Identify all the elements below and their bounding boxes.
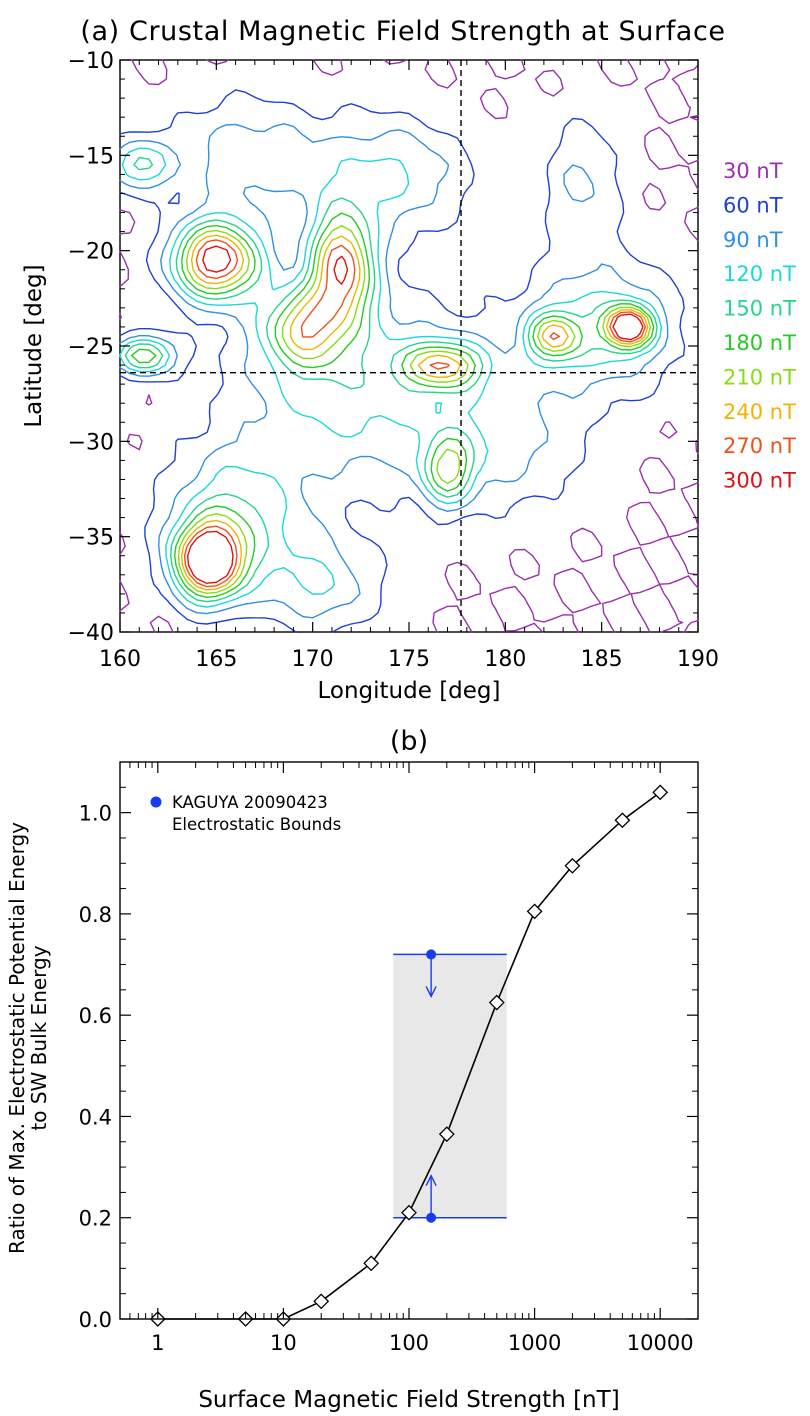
- panel-b-legend: KAGUYA 20090423 Electrostatic Bounds: [150, 793, 341, 834]
- data-point: [614, 812, 631, 829]
- panel-b-ticks: 1 10 100 1000 10000 0.0 0.2 0.4 0.6 0.8 1.0: [79, 762, 699, 1355]
- legend-level-3: 120 nT: [723, 262, 796, 286]
- legend-level-2: 90 nT: [723, 228, 783, 252]
- x-tick-label: 190: [677, 647, 719, 672]
- contour-level-6: [177, 225, 652, 594]
- panel-a-x-axis-label: Longitude [deg]: [317, 678, 500, 704]
- y-tick-label: −15: [68, 144, 114, 169]
- data-point: [401, 1204, 417, 1221]
- data-point: [438, 1126, 455, 1143]
- contour-level-3: [119, 147, 662, 608]
- contour-level-1: [119, 89, 686, 633]
- bound-upper-arrowhead: [425, 986, 437, 998]
- x-tick-label: 175: [388, 647, 430, 672]
- panel-b-x-axis-label: Surface Magnetic Field Strength [nT]: [198, 1387, 619, 1413]
- panel-b: (b) 1 10 100 1000 10000 0.0 0.2 0.4 0.6 0.8 1.0 KA…: [5, 726, 699, 1413]
- y-tick-label: 1.0: [79, 802, 112, 826]
- x-tick-label: 180: [484, 647, 526, 672]
- panel-b-title: (b): [390, 726, 428, 757]
- data-point: [363, 1255, 380, 1272]
- x-tick-label: 160: [99, 647, 141, 672]
- legend-level-6: 210 nT: [723, 365, 796, 389]
- data-point: [652, 784, 669, 801]
- legend-marker: [150, 796, 162, 808]
- y-tick-label: −25: [68, 335, 114, 360]
- contour-level-4: [124, 156, 658, 603]
- y-tick-label: −30: [68, 430, 114, 455]
- contour-level-9: [187, 245, 644, 584]
- x-tick-label: 1000: [508, 1331, 561, 1355]
- legend-level-4: 150 nT: [723, 297, 796, 321]
- bounds-shaded-region: [393, 954, 507, 1218]
- contour-level-7: [180, 234, 649, 591]
- y-tick-label: −20: [68, 240, 114, 265]
- legend-level-9: 300 nT: [723, 469, 796, 493]
- x-tick-label: 185: [581, 647, 623, 672]
- ratio-markers: [149, 784, 669, 1327]
- panel-b-y-axis-label-line-1: Ratio of Max. Electrostatic Potential En…: [5, 822, 29, 1254]
- y-tick-label: 0.4: [79, 1105, 112, 1129]
- x-tick-label: 165: [195, 647, 237, 672]
- contour-lines: [119, 59, 699, 633]
- panel-a-title: (a) Crustal Magnetic Field Strength at S…: [80, 16, 725, 47]
- data-point: [313, 1293, 330, 1310]
- bound-lower-arrowhead: [425, 1174, 437, 1187]
- legend-line-2: Electrostatic Bounds: [172, 815, 341, 834]
- data-point: [526, 903, 543, 920]
- x-tick-label: 170: [292, 647, 334, 672]
- contour-legend: 30 nT 60 nT 90 nT 120 nT 150 nT 180 nT 210 nT 2…: [723, 159, 796, 493]
- panel-a-y-axis-label: Latitude [deg]: [21, 264, 47, 427]
- x-tick-label: 100: [389, 1331, 429, 1355]
- y-tick-label: 0.2: [79, 1207, 112, 1231]
- y-tick-label: 0.6: [79, 1004, 112, 1028]
- y-tick-label: 0.0: [79, 1308, 112, 1332]
- x-tick-label: 1: [151, 1331, 164, 1355]
- data-point: [564, 857, 581, 874]
- y-tick-label: 0.8: [79, 903, 112, 927]
- crosshair: [120, 60, 698, 632]
- electrostatic-bounds: [393, 949, 507, 1223]
- contour-level-8: [183, 239, 646, 588]
- legend-line-1: KAGUYA 20090423: [172, 793, 328, 812]
- y-tick-label: −35: [68, 526, 114, 551]
- panel-b-y-axis-label-line-2: to SW Bulk Energy: [27, 945, 51, 1130]
- legend-level-0: 30 nT: [723, 159, 783, 183]
- panel-a: (a) Crustal Magnetic Field Strength at S…: [21, 16, 796, 704]
- y-tick-label: −10: [68, 49, 114, 74]
- legend-level-1: 60 nT: [723, 193, 783, 217]
- contour-level-2: [119, 123, 669, 619]
- y-tick-label: −40: [68, 621, 114, 646]
- legend-level-8: 270 nT: [723, 434, 796, 458]
- data-point: [488, 994, 505, 1011]
- x-tick-label: 10: [270, 1331, 297, 1355]
- legend-level-5: 180 nT: [723, 331, 796, 355]
- x-tick-label: 10000: [627, 1331, 694, 1355]
- panel-a-ticks: 160 165 170 175 180 185 190 −10 −15 −20 −25 −30 −35 −…: [68, 49, 719, 672]
- legend-level-7: 240 nT: [723, 400, 796, 424]
- contour-level-5: [130, 212, 655, 598]
